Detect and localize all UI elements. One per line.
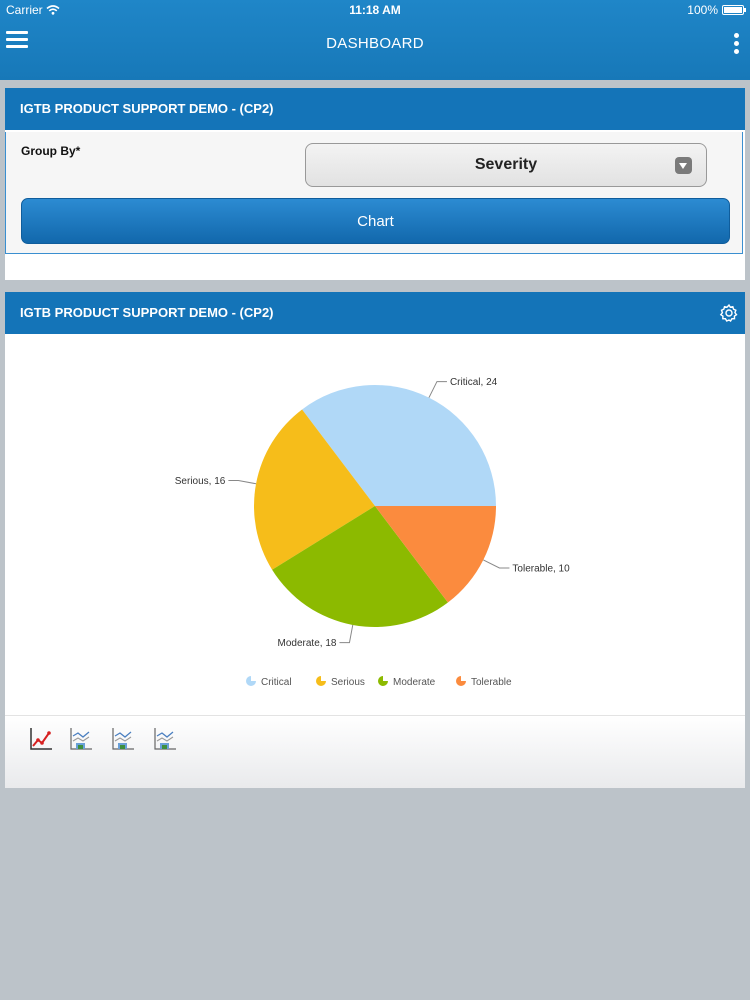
chart-card-header: IGTB PRODUCT SUPPORT DEMO - (CP2) <box>5 292 745 334</box>
chart-toolbar <box>5 715 745 788</box>
chart-export-icon[interactable] <box>153 726 177 752</box>
legend-item-moderate[interactable]: Moderate <box>378 676 436 688</box>
filter-card-body: Group By* Severity Chart <box>5 132 743 254</box>
pie-chart-svg: Critical, 24 Serious, 16 Moderate, 18 Toler… <box>175 377 570 688</box>
pie-slice-critical[interactable] <box>302 385 496 506</box>
label-connector <box>339 624 354 644</box>
app-header: Carrier 11:18 AM 100% DASHBOARD <box>0 0 750 80</box>
legend-swatch <box>456 676 466 686</box>
wifi-icon <box>46 5 60 15</box>
label-connector <box>428 381 447 398</box>
legend-item-tolerable[interactable]: Tolerable <box>456 676 512 688</box>
legend-item-critical[interactable]: Critical <box>246 676 292 688</box>
chart-button[interactable]: Chart <box>21 198 730 244</box>
filter-card: IGTB PRODUCT SUPPORT DEMO - (CP2) Group … <box>5 88 745 280</box>
battery-icon <box>722 5 746 15</box>
data-label-moderate: Moderate, 18 <box>278 638 337 649</box>
legend-swatch <box>316 676 326 686</box>
filter-card-title: IGTB PRODUCT SUPPORT DEMO - (CP2) <box>5 88 745 130</box>
pie-chart: Critical, 24 Serious, 16 Moderate, 18 Toler… <box>5 335 745 715</box>
chevron-down-icon <box>675 157 692 174</box>
pie-slice-tolerable[interactable] <box>375 506 496 603</box>
status-bar: Carrier 11:18 AM 100% <box>0 0 750 22</box>
data-label-critical: Critical, 24 <box>450 377 498 388</box>
legend-label: Serious <box>331 677 365 688</box>
legend-item-serious[interactable]: Serious <box>316 676 365 688</box>
chart-export-icon[interactable] <box>69 726 93 752</box>
vertical-dots-icon[interactable] <box>734 33 740 54</box>
data-label-tolerable: Tolerable, 10 <box>512 563 570 574</box>
group-by-select[interactable]: Severity <box>305 143 707 187</box>
hamburger-menu-icon[interactable] <box>6 31 28 49</box>
chart-card-title: IGTB PRODUCT SUPPORT DEMO - (CP2) <box>20 305 274 320</box>
gear-icon[interactable] <box>719 303 739 323</box>
battery-fill <box>724 7 742 13</box>
line-chart-icon[interactable] <box>29 726 53 752</box>
page-title: DASHBOARD <box>326 35 424 52</box>
legend-swatch <box>246 676 256 686</box>
pie-slice-serious[interactable] <box>254 409 375 570</box>
group-by-label: Group By* <box>21 144 81 158</box>
group-by-value: Severity <box>474 156 538 173</box>
legend-label: Tolerable <box>471 677 512 688</box>
chart-export-icon[interactable] <box>111 726 135 752</box>
legend-label: Moderate <box>393 677 436 688</box>
battery-percent: 100% <box>687 3 718 17</box>
status-battery: 100% <box>687 3 746 17</box>
label-connector <box>228 479 257 485</box>
legend-swatch <box>378 676 388 686</box>
carrier-label: Carrier <box>6 3 43 17</box>
label-connector <box>483 559 510 569</box>
data-label-serious: Serious, 16 <box>175 476 226 487</box>
status-time: 11:18 AM <box>349 3 401 17</box>
pie-slice-moderate[interactable] <box>272 506 448 627</box>
legend-label: Critical <box>261 677 292 688</box>
status-carrier: Carrier <box>6 3 60 17</box>
chart-card: IGTB PRODUCT SUPPORT DEMO - (CP2) Critic… <box>5 292 745 788</box>
